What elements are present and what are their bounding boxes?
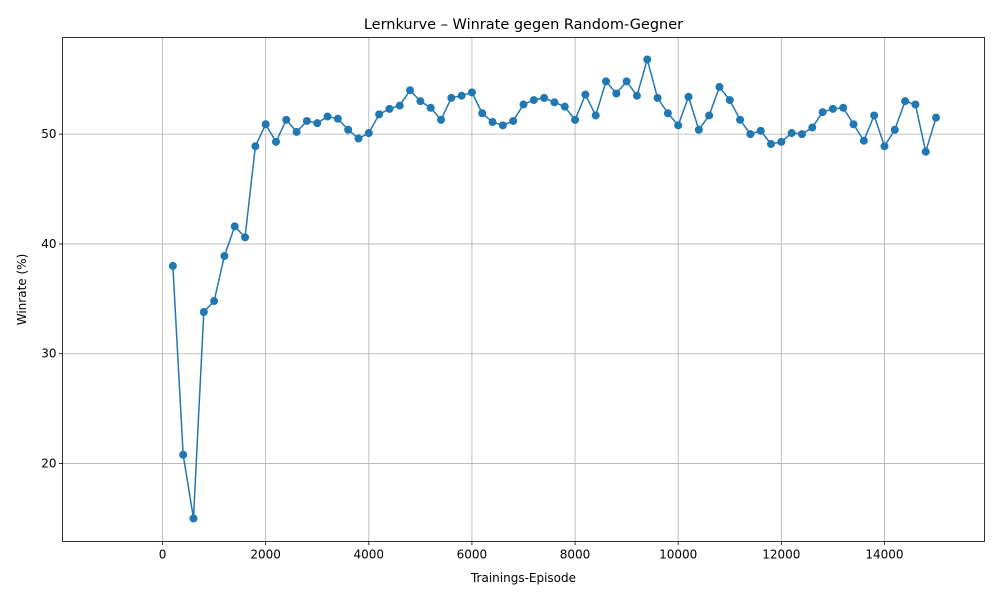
data-point	[426, 103, 435, 112]
data-point	[591, 111, 600, 120]
data-point	[725, 96, 734, 105]
data-point	[447, 93, 456, 102]
data-point	[736, 115, 745, 124]
data-point	[282, 115, 291, 124]
data-point	[839, 103, 848, 112]
data-point	[230, 222, 239, 231]
data-point	[612, 89, 621, 98]
data-point	[199, 308, 208, 317]
data-point	[395, 101, 404, 110]
data-point	[354, 134, 363, 143]
data-point	[787, 129, 796, 138]
data-point	[488, 118, 497, 127]
data-point	[602, 77, 611, 86]
data-point	[529, 96, 538, 105]
data-point	[901, 97, 910, 106]
x-axis-label: Trainings-Episode	[470, 571, 576, 585]
data-point	[261, 120, 270, 129]
data-point	[509, 116, 518, 125]
data-point	[168, 261, 177, 270]
data-point	[684, 92, 693, 101]
data-point	[457, 91, 466, 100]
data-point	[705, 111, 714, 120]
data-point	[643, 55, 652, 64]
data-point	[870, 111, 879, 120]
y-tick-label: 40	[41, 237, 56, 251]
data-point	[560, 102, 569, 111]
data-point	[385, 104, 394, 113]
data-point	[715, 82, 724, 91]
y-tick-label: 50	[41, 127, 56, 141]
data-point	[859, 136, 868, 145]
data-point	[292, 127, 301, 136]
data-point	[333, 114, 342, 123]
data-points	[168, 55, 941, 523]
data-point	[911, 100, 920, 109]
data-point	[251, 142, 260, 151]
data-point	[632, 91, 641, 100]
data-point	[777, 137, 786, 146]
data-point	[302, 116, 311, 125]
data-point	[179, 450, 188, 459]
data-point	[694, 125, 703, 134]
data-point	[797, 130, 806, 139]
data-point	[210, 297, 219, 306]
x-tick-label: 10000	[659, 548, 697, 562]
data-point	[220, 252, 229, 261]
x-tick-label: 6000	[457, 548, 488, 562]
data-point	[921, 147, 930, 156]
data-point	[313, 119, 322, 128]
x-axis-ticks: 0 2000 4000 6000 8000 10000 12000 14000	[159, 541, 904, 562]
data-point	[375, 110, 384, 119]
y-tick-label: 30	[41, 347, 56, 361]
data-point	[416, 97, 425, 106]
data-point	[880, 142, 889, 151]
data-point	[571, 115, 580, 124]
chart-title: Lernkurve – Winrate gegen Random-Gegner	[364, 17, 683, 33]
data-point	[890, 125, 899, 134]
data-point	[581, 90, 590, 99]
data-point	[653, 93, 662, 102]
data-point	[540, 93, 549, 102]
y-tick-label: 20	[41, 457, 56, 471]
data-point	[323, 112, 332, 121]
data-point	[622, 77, 631, 86]
data-point	[436, 115, 445, 124]
data-point	[271, 137, 280, 146]
x-tick-label: 2000	[250, 548, 281, 562]
x-tick-label: 8000	[560, 548, 591, 562]
data-point	[364, 129, 373, 138]
data-point	[478, 109, 487, 118]
data-point	[756, 126, 765, 135]
x-tick-label: 12000	[762, 548, 800, 562]
data-point	[241, 233, 250, 242]
data-point	[767, 140, 776, 149]
data-point	[932, 113, 941, 122]
data-point	[344, 125, 353, 134]
y-axis-ticks: 20 30 40 50	[41, 127, 63, 471]
plot-area-frame	[62, 37, 985, 542]
x-tick-label: 14000	[865, 548, 903, 562]
data-point	[818, 108, 827, 117]
data-point	[808, 123, 817, 132]
data-point	[189, 514, 198, 523]
data-point	[519, 100, 528, 109]
data-point	[674, 121, 683, 130]
data-point	[406, 86, 415, 95]
data-point	[498, 121, 507, 130]
data-point	[746, 130, 755, 139]
data-point	[828, 104, 837, 113]
y-axis-label: Winrate (%)	[15, 254, 29, 326]
data-point	[849, 120, 858, 129]
data-point	[663, 109, 672, 118]
data-point	[550, 98, 559, 107]
x-tick-label: 4000	[354, 548, 385, 562]
x-tick-label: 0	[159, 548, 167, 562]
data-point	[467, 88, 476, 97]
